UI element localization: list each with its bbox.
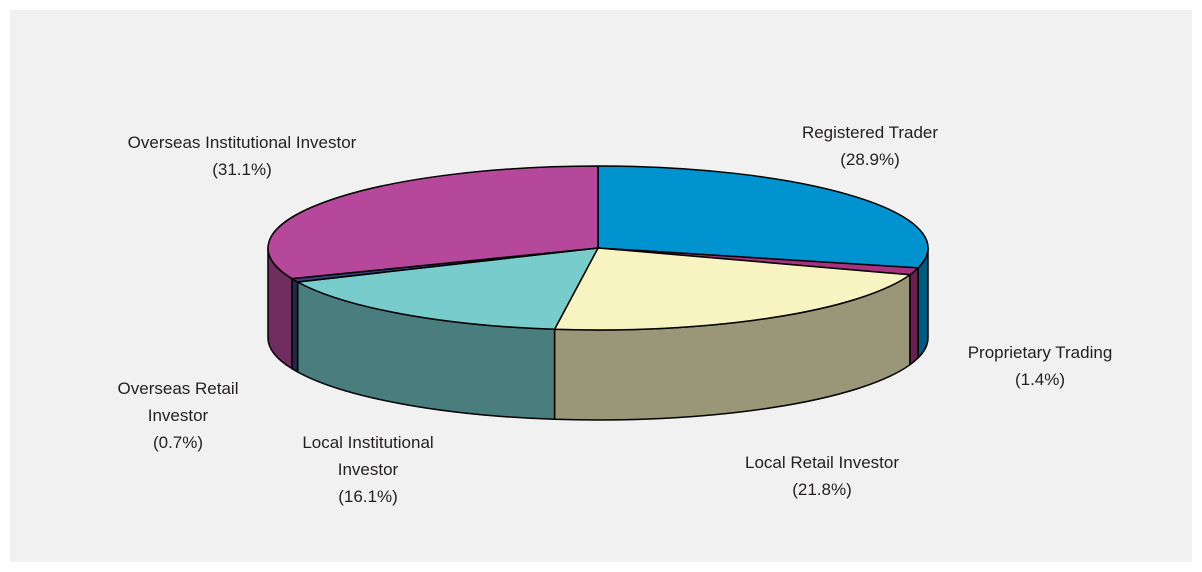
slice-label: Local Retail Investor (21.8%) <box>692 449 952 503</box>
slice <box>296 247 599 331</box>
category-label: Overseas Retail Investor <box>117 379 239 425</box>
category-label: Registered Trader <box>801 123 939 142</box>
value-label: (16.1%) <box>338 487 398 506</box>
value-label: (28.9%) <box>840 150 900 169</box>
value-label: (21.8%) <box>792 480 852 499</box>
category-label: Overseas Institutional Investor <box>127 133 357 152</box>
slice-side <box>909 267 919 366</box>
category-label: Proprietary Trading <box>967 343 1113 362</box>
category-label: Local Institutional Investor <box>302 433 434 479</box>
slice-label: Local Institutional Investor (16.1%) <box>273 429 463 510</box>
slice-label: Registered Trader (28.9%) <box>740 119 1000 173</box>
slice-label: Overseas Institutional Investor (31.1%) <box>127 129 357 183</box>
slice <box>267 165 599 280</box>
value-label: (31.1%) <box>212 160 272 179</box>
category-label: Local Retail Investor <box>744 453 900 472</box>
slice <box>553 247 911 331</box>
slice <box>597 165 929 269</box>
slice-label: Proprietary Trading (1.4%) <box>920 339 1160 393</box>
value-label: (1.4%) <box>1014 370 1066 389</box>
slice-label: Overseas Retail Investor (0.7%) <box>98 375 258 456</box>
slice-side <box>291 277 299 373</box>
value-label: (0.7%) <box>152 433 204 452</box>
